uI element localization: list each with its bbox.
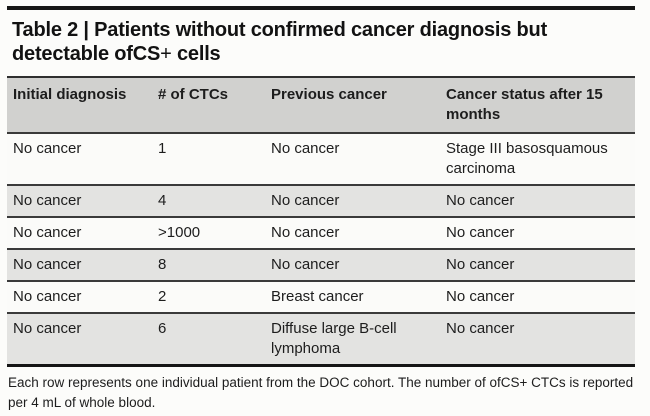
cell-previous-cancer: No cancer	[271, 192, 340, 209]
cell-initial-diagnosis: No cancer	[13, 256, 82, 273]
table-row: No cancer >1000 No cancer No cancer	[7, 216, 635, 248]
column-header-num-ctcs: # of CTCs	[158, 86, 229, 103]
cell-cancer-status: No cancer	[446, 224, 515, 241]
table-row: No cancer 4 No cancer No cancer	[7, 184, 635, 216]
top-rule	[7, 6, 635, 10]
table-row: No cancer 1 No cancer Stage III basosqua…	[7, 132, 635, 184]
table-title-line2: detectable ofCS+ cells	[12, 42, 635, 66]
cell-num-ctcs: 6	[158, 320, 167, 337]
table-row: No cancer 6 Diffuse large B-cell lymphom…	[7, 312, 635, 364]
cell-num-ctcs: 4	[158, 192, 167, 209]
cell-initial-diagnosis: No cancer	[13, 192, 82, 209]
data-table: Initial diagnosis # of CTCs Previous can…	[7, 76, 635, 367]
table-title: Table 2 | Patients without confirmed can…	[12, 18, 635, 66]
cell-num-ctcs: 2	[158, 288, 167, 305]
cell-num-ctcs: 1	[158, 140, 167, 157]
column-header-previous-cancer: Previous cancer	[271, 86, 387, 103]
cell-cancer-status: Stage III basosquamous carcinoma	[446, 140, 608, 177]
table-row: No cancer 2 Breast cancer No cancer	[7, 280, 635, 312]
cell-num-ctcs: 8	[158, 256, 167, 273]
cell-initial-diagnosis: No cancer	[13, 288, 82, 305]
cell-previous-cancer: No cancer	[271, 224, 340, 241]
table-row: No cancer 8 No cancer No cancer	[7, 248, 635, 280]
cell-previous-cancer: No cancer	[271, 140, 340, 157]
cell-previous-cancer: Breast cancer	[271, 288, 364, 305]
cell-initial-diagnosis: No cancer	[13, 224, 82, 241]
table-title-line2-text: detectable ofCS	[12, 43, 161, 65]
table-footnote: Each row represents one individual patie…	[8, 375, 634, 410]
column-header-cancer-status: Cancer status after 15 months	[446, 86, 603, 123]
cell-initial-diagnosis: No cancer	[13, 320, 82, 337]
cell-previous-cancer: No cancer	[271, 256, 340, 273]
cell-cancer-status: No cancer	[446, 320, 515, 337]
cell-initial-diagnosis: No cancer	[13, 140, 82, 157]
cell-previous-cancer: Diffuse large B-cell lymphoma	[271, 320, 397, 357]
cell-cancer-status: No cancer	[446, 192, 515, 209]
cell-cancer-status: No cancer	[446, 288, 515, 305]
column-header-initial-diagnosis: Initial diagnosis	[13, 86, 127, 103]
table-title-line2-suffix: cells	[171, 43, 221, 65]
table-header-row: Initial diagnosis # of CTCs Previous can…	[7, 78, 635, 132]
cell-cancer-status: No cancer	[446, 256, 515, 273]
plus-symbol: +	[160, 43, 172, 65]
table-title-line1: Table 2 | Patients without confirmed can…	[12, 19, 548, 41]
cell-num-ctcs: >1000	[158, 224, 201, 241]
